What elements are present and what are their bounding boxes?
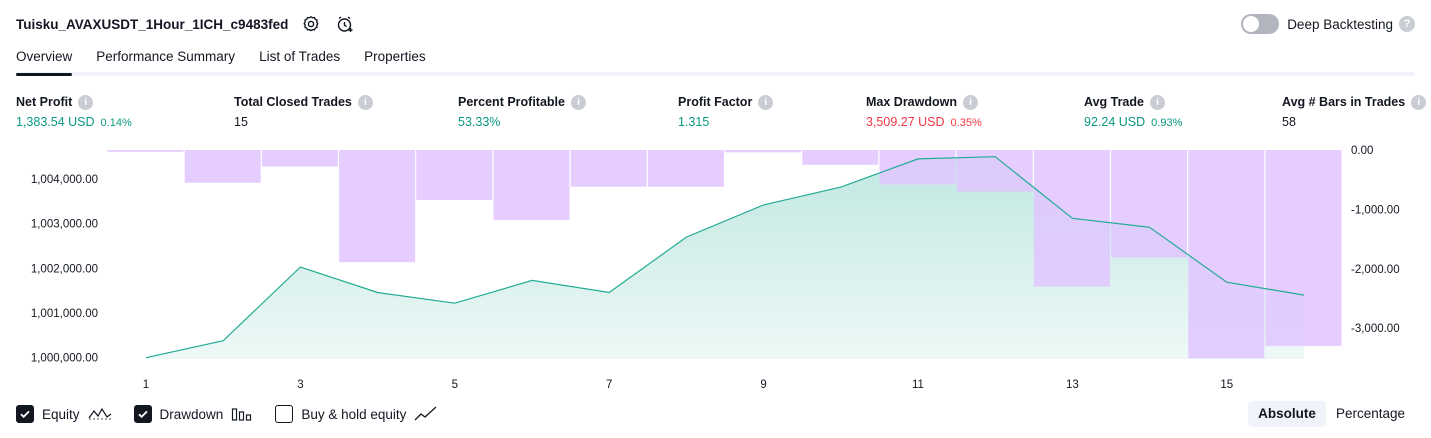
deep-backtesting: Deep Backtesting ? xyxy=(1241,12,1415,36)
info-icon[interactable]: i xyxy=(963,94,978,110)
drawdown-bar xyxy=(107,150,184,152)
buy-hold-line-icon xyxy=(414,406,438,422)
percentage-button[interactable]: Percentage xyxy=(1335,406,1405,421)
buy-hold-checkbox[interactable]: Buy & hold equity xyxy=(275,405,438,423)
metric-title: Avg Trade xyxy=(1084,95,1144,109)
help-icon[interactable]: ? xyxy=(1399,16,1415,32)
metric-title: Net Profit xyxy=(16,95,73,109)
chart-legend: Equity Drawdown Buy & hold equity xyxy=(16,402,460,426)
left-axis-tick-label: 1,003,000.00 xyxy=(31,219,98,231)
metric-value: 92.24 USD xyxy=(1084,115,1146,129)
x-axis-tick-label: 15 xyxy=(1220,379,1233,391)
info-icon[interactable]: i xyxy=(1149,94,1165,110)
deep-backtesting-toggle[interactable] xyxy=(1241,14,1280,34)
left-axis-tick-label: 1,001,000.00 xyxy=(31,308,98,320)
metric-title: Profit Factor xyxy=(678,95,753,109)
right-axis-tick-label: -2,000.00 xyxy=(1351,264,1400,276)
metric-net-profit: Net Profit i 1,383.54 USD 0.14% xyxy=(16,94,132,129)
drawdown-checkbox[interactable]: Drawdown xyxy=(133,405,254,423)
tab-properties[interactable]: Properties xyxy=(364,49,426,64)
drawdown-bar xyxy=(725,150,802,153)
right-axis-tick-label: -1,000.00 xyxy=(1351,204,1400,216)
metric-title: Percent Profitable xyxy=(458,95,565,109)
info-icon[interactable]: i xyxy=(1411,94,1427,110)
tab-list-of-trades[interactable]: List of Trades xyxy=(259,49,341,64)
alert-clock-icon[interactable] xyxy=(334,13,356,35)
left-axis-tick-label: 1,000,000.00 xyxy=(31,353,98,365)
equity-area xyxy=(146,156,1304,359)
tab-performance-summary[interactable]: Performance Summary xyxy=(96,49,236,64)
equity-checkbox[interactable]: Equity xyxy=(16,405,112,423)
tab-bar: Overview Performance Summary List of Tra… xyxy=(16,44,1415,76)
x-axis-tick-label: 13 xyxy=(1066,379,1079,391)
x-axis-tick-label: 3 xyxy=(297,379,303,391)
metric-title: Total Closed Trades xyxy=(234,95,352,109)
right-axis-tick-label: 0.00 xyxy=(1351,145,1373,157)
strategy-title: Tuisku_AVAXUSDT_1Hour_1ICH_c9483fed xyxy=(16,16,289,32)
drawdown-bars-icon xyxy=(231,406,253,422)
x-axis-tick-label: 9 xyxy=(760,379,766,391)
info-icon[interactable]: i xyxy=(78,94,94,110)
info-icon[interactable]: i xyxy=(357,94,373,110)
left-axis-tick-label: 1,002,000.00 xyxy=(31,263,98,275)
drawdown-bar xyxy=(493,150,570,221)
drawdown-bar xyxy=(802,150,879,165)
left-axis-tick-label: 1,004,000.00 xyxy=(31,174,98,186)
equity-line-icon xyxy=(88,406,112,422)
metric-value: 15 xyxy=(234,115,248,129)
buy-hold-label: Buy & hold equity xyxy=(301,406,407,422)
drawdown-bar xyxy=(261,150,338,167)
drawdown-label: Drawdown xyxy=(159,406,224,422)
metric-percent-profitable: Percent Profitable i 53.33% xyxy=(458,94,586,129)
metric-value: 1.315 xyxy=(678,115,710,129)
deep-backtesting-label: Deep Backtesting xyxy=(1287,16,1393,32)
metric-max-drawdown: Max Drawdown i 3,509.27 USD 0.35% xyxy=(866,94,982,129)
equity-label: Equity xyxy=(42,406,80,422)
scale-mode-toggle: Absolute Percentage xyxy=(1248,401,1415,427)
drawdown-bar xyxy=(416,150,493,200)
settings-icon[interactable] xyxy=(300,13,322,35)
metric-total-closed-trades: Total Closed Trades i 15 xyxy=(234,94,373,129)
checkbox-checked-icon[interactable] xyxy=(133,405,152,423)
metric-avg-trade: Avg Trade i 92.24 USD 0.93% xyxy=(1084,94,1182,129)
metric-percent: 0.35% xyxy=(950,117,982,129)
equity-line xyxy=(145,156,1305,359)
drawdown-bar xyxy=(570,150,647,187)
drawdown-bar xyxy=(1265,150,1342,346)
metric-value: 3,509.27 USD xyxy=(866,115,945,129)
drawdown-bar xyxy=(184,150,261,183)
drawdown-bar xyxy=(1111,150,1188,258)
metric-title: Avg # Bars in Trades xyxy=(1282,95,1406,109)
checkbox-checked-icon[interactable] xyxy=(16,405,34,423)
drawdown-bar xyxy=(879,150,956,185)
x-axis-tick-label: 7 xyxy=(606,379,612,391)
absolute-button[interactable]: Absolute xyxy=(1248,401,1326,427)
info-icon[interactable]: i xyxy=(758,94,774,110)
metric-avg-bars: Avg # Bars in Trades i 58 xyxy=(1282,94,1427,129)
equity-drawdown-chart[interactable]: 1,000,000.00 1,001,000.00 1,002,000.00 1,00… xyxy=(0,140,1431,394)
tab-overview[interactable]: Overview xyxy=(16,44,73,76)
metric-value: 53.33% xyxy=(458,115,501,129)
metric-percent: 0.14% xyxy=(100,117,132,129)
x-axis-tick-label: 5 xyxy=(452,379,458,391)
metric-profit-factor: Profit Factor i 1.315 xyxy=(678,94,774,129)
checkbox-unchecked-icon[interactable] xyxy=(275,405,294,423)
metric-value: 1,383.54 USD xyxy=(16,115,95,129)
metric-title: Max Drawdown xyxy=(866,95,957,109)
drawdown-bar xyxy=(1188,150,1265,359)
metric-percent: 0.93% xyxy=(1151,117,1183,129)
drawdown-bar xyxy=(339,150,416,263)
x-axis-tick-label: 1 xyxy=(143,379,149,391)
metric-value: 58 xyxy=(1282,115,1296,129)
drawdown-bar xyxy=(647,150,724,187)
x-axis-tick-label: 11 xyxy=(912,379,924,391)
strategy-header: Tuisku_AVAXUSDT_1Hour_1ICH_c9483fed xyxy=(16,12,356,36)
right-axis-tick-label: -3,000.00 xyxy=(1351,323,1400,335)
info-icon[interactable]: i xyxy=(570,94,586,110)
